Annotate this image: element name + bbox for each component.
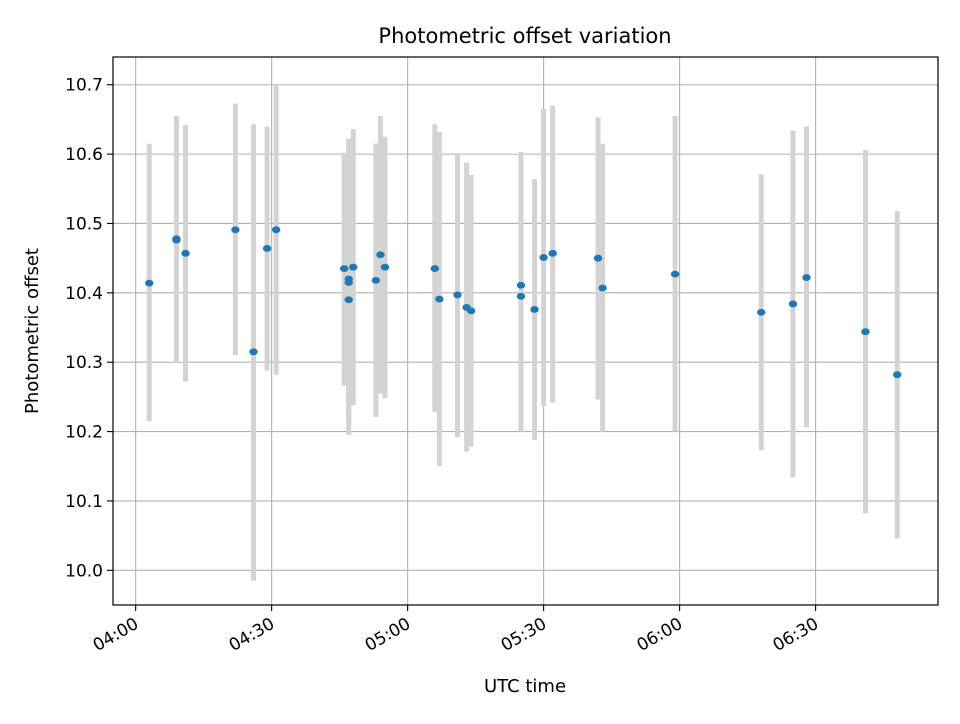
data-point <box>453 291 462 299</box>
data-point <box>271 226 281 234</box>
data-point <box>262 245 272 252</box>
data-point <box>344 296 353 304</box>
data-point <box>145 279 154 287</box>
data-point <box>249 348 258 356</box>
y-tick-label: 10.2 <box>65 423 103 443</box>
x-axis-label: UTC time <box>484 676 566 697</box>
chart-title: Photometric offset variation <box>378 24 671 48</box>
data-point <box>344 275 353 283</box>
plot-frame <box>112 56 939 606</box>
data-point <box>593 254 603 262</box>
data-point <box>530 306 539 313</box>
data-point <box>172 236 181 244</box>
y-tick-label: 10.0 <box>65 561 103 581</box>
y-tick-label: 10.6 <box>65 145 103 165</box>
data-point <box>466 307 476 315</box>
y-axis-ticks: 10.0 10.1 10.2 10.3 10.4 10.5 10.6 10.7 <box>65 76 113 581</box>
y-tick-label: 10.4 <box>65 284 103 304</box>
data-point <box>430 265 440 272</box>
data-points <box>145 226 902 379</box>
data-point <box>516 292 526 300</box>
data-point <box>380 263 390 271</box>
data-point <box>181 249 190 257</box>
grid-lines <box>113 57 938 605</box>
data-point <box>670 270 680 278</box>
data-point <box>435 295 444 303</box>
data-point <box>548 249 557 257</box>
data-point <box>788 300 798 308</box>
y-tick-label: 10.7 <box>65 76 103 96</box>
y-tick-label: 10.5 <box>65 214 103 234</box>
data-point <box>861 328 870 336</box>
y-tick-label: 10.3 <box>65 353 103 373</box>
data-point <box>339 265 349 272</box>
y-tick-label: 10.1 <box>65 492 103 512</box>
data-point <box>371 276 381 284</box>
data-point <box>349 263 358 271</box>
data-point <box>802 274 811 281</box>
data-point <box>516 281 526 289</box>
data-point <box>757 308 766 316</box>
data-point <box>231 226 240 234</box>
y-axis-label: Photometric offset <box>22 248 43 414</box>
data-point <box>376 251 385 259</box>
data-point <box>539 254 548 261</box>
data-point <box>893 371 902 379</box>
data-point <box>598 284 607 292</box>
